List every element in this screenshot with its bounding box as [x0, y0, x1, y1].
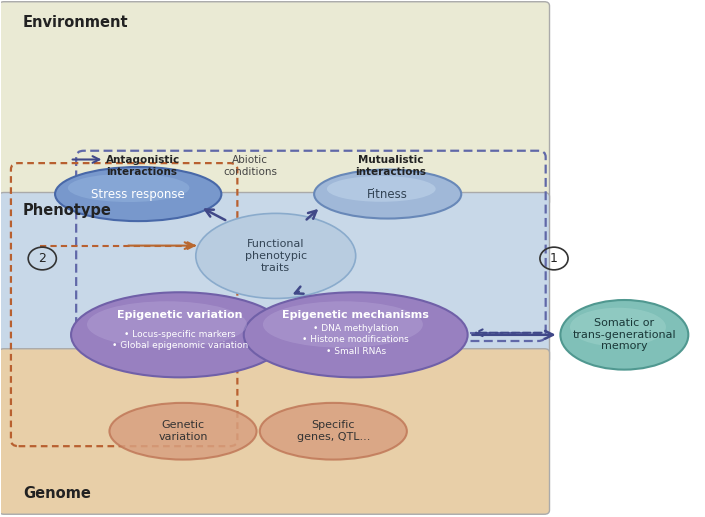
Text: Phenotype: Phenotype — [23, 203, 112, 218]
Ellipse shape — [55, 167, 221, 221]
Text: 2: 2 — [38, 252, 47, 265]
Text: • DNA methylation
• Histone modifications
• Small RNAs: • DNA methylation • Histone modification… — [302, 324, 409, 356]
Text: 1: 1 — [550, 252, 558, 265]
Text: Epigenetic mechanisms: Epigenetic mechanisms — [282, 310, 429, 320]
Text: Antagonistic
interactions: Antagonistic interactions — [106, 156, 180, 177]
FancyBboxPatch shape — [0, 349, 549, 514]
FancyBboxPatch shape — [0, 2, 549, 206]
Ellipse shape — [109, 403, 257, 460]
Ellipse shape — [560, 300, 688, 370]
Ellipse shape — [71, 292, 288, 377]
Text: Mutualistic
interactions: Mutualistic interactions — [355, 156, 427, 177]
Ellipse shape — [263, 301, 423, 348]
FancyBboxPatch shape — [0, 192, 549, 363]
Text: Epigenetic variation: Epigenetic variation — [117, 310, 243, 320]
Text: Environment: Environment — [23, 15, 129, 30]
Text: Somatic or
trans-generational
memory: Somatic or trans-generational memory — [572, 318, 676, 352]
Text: Abiotic
conditions: Abiotic conditions — [223, 156, 277, 177]
Ellipse shape — [259, 403, 407, 460]
Text: Functional
phenotypic
traits: Functional phenotypic traits — [245, 239, 307, 272]
Ellipse shape — [68, 174, 190, 202]
Ellipse shape — [314, 170, 461, 219]
Ellipse shape — [327, 176, 436, 202]
Text: Specific
genes, QTL...: Specific genes, QTL... — [297, 420, 370, 442]
Text: Fitness: Fitness — [367, 188, 408, 201]
Ellipse shape — [570, 308, 666, 346]
Ellipse shape — [87, 301, 247, 348]
Text: Genome: Genome — [23, 486, 91, 501]
Text: • Locus-specific markers
• Global epigenomic variation: • Locus-specific markers • Global epigen… — [111, 329, 248, 351]
Ellipse shape — [196, 214, 356, 298]
Text: Genetic
variation: Genetic variation — [158, 420, 208, 442]
Ellipse shape — [244, 292, 467, 377]
Text: Stress response: Stress response — [92, 188, 185, 201]
